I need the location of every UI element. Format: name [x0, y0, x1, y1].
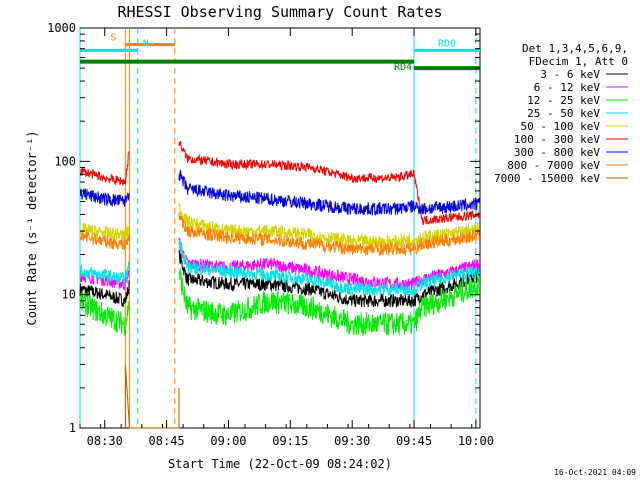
y-tick-label-2: 10	[62, 288, 76, 302]
legend-label-8: 800 - 7000 keV	[507, 159, 600, 172]
vertical-markers	[79, 28, 477, 428]
legend-label-3: 12 - 25 keV	[527, 94, 600, 107]
legend-label-9: 7000 - 15000 keV	[494, 172, 600, 185]
flag-label-rd0: RD0	[438, 38, 456, 49]
x-tick-label-2: 08:45	[149, 434, 185, 448]
series-line-5-segment-1	[79, 222, 130, 241]
series-line-8-segment-1	[79, 229, 130, 251]
series-line-9	[124, 364, 180, 429]
series-line-1-segment-2	[178, 250, 481, 308]
flag-label-s: S	[110, 33, 116, 44]
legend-header-line-2: FDecim 1, Att 0	[529, 55, 628, 68]
flag-label-rd4: RD4	[394, 62, 412, 73]
x-tick-label-4: 09:15	[272, 434, 308, 448]
legend-label-4: 25 - 50 keV	[527, 107, 600, 120]
plot-area: S N RD0 RD4 08:30 08:45 09:00 09:15 09:30 09:45 1…	[47, 21, 494, 448]
y-axis-label: Count Rate (s⁻¹ detector⁻¹)	[25, 130, 39, 325]
series-line-3-segment-1	[79, 290, 130, 336]
flag-bars: S N RD0 RD4	[80, 33, 480, 73]
legend-label-7: 300 - 800 keV	[514, 146, 600, 159]
chart-title: RHESSI Observing Summary Count Rates	[117, 3, 442, 21]
legend-label-2: 6 - 12 keV	[534, 81, 601, 94]
x-axis-label: Start Time (22-Oct-09 08:24:02)	[168, 457, 392, 471]
flag-label-n: N	[143, 38, 149, 49]
x-tick-label-6: 09:45	[396, 434, 432, 448]
axis-ticks: 08:30 08:45 09:00 09:15 09:30 09:45 10:00 1 10 10…	[47, 21, 494, 448]
x-tick-label-3: 09:00	[210, 434, 246, 448]
series-line-5-segment-2	[178, 202, 481, 249]
series-line-4-segment-1	[79, 261, 130, 287]
legend-label-6: 100 - 300 keV	[514, 133, 600, 146]
y-tick-label-1: 1	[69, 421, 76, 435]
y-tick-label-3: 100	[54, 154, 76, 168]
legend-header-line-1: Det 1,3,4,5,6,9,	[522, 42, 628, 55]
x-tick-label-1: 08:30	[87, 434, 123, 448]
y-tick-label-4: 1000	[47, 21, 76, 35]
series-line-6-segment-1	[79, 151, 130, 187]
legend-label-5: 50 - 100 keV	[521, 120, 601, 133]
series-line-8-segment-2	[178, 212, 481, 258]
series-line-4-segment-2	[178, 239, 481, 297]
series-line-6-segment-2	[178, 140, 481, 226]
x-tick-label-7: 10:00	[458, 434, 494, 448]
series-line-7-segment-2	[178, 169, 481, 217]
series-line-3-segment-2	[178, 268, 481, 337]
legend: Det 1,3,4,5,6,9, FDecim 1, Att 0 3 - 6 k…	[494, 42, 628, 185]
series-line-1-segment-1	[79, 280, 130, 307]
series-lines	[79, 140, 481, 429]
series-line-7-segment-1	[79, 188, 130, 208]
legend-label-1: 3 - 6 keV	[540, 68, 600, 81]
generation-timestamp: 16-Oct-2021 04:09	[554, 468, 636, 477]
x-tick-label-5: 09:30	[334, 434, 370, 448]
